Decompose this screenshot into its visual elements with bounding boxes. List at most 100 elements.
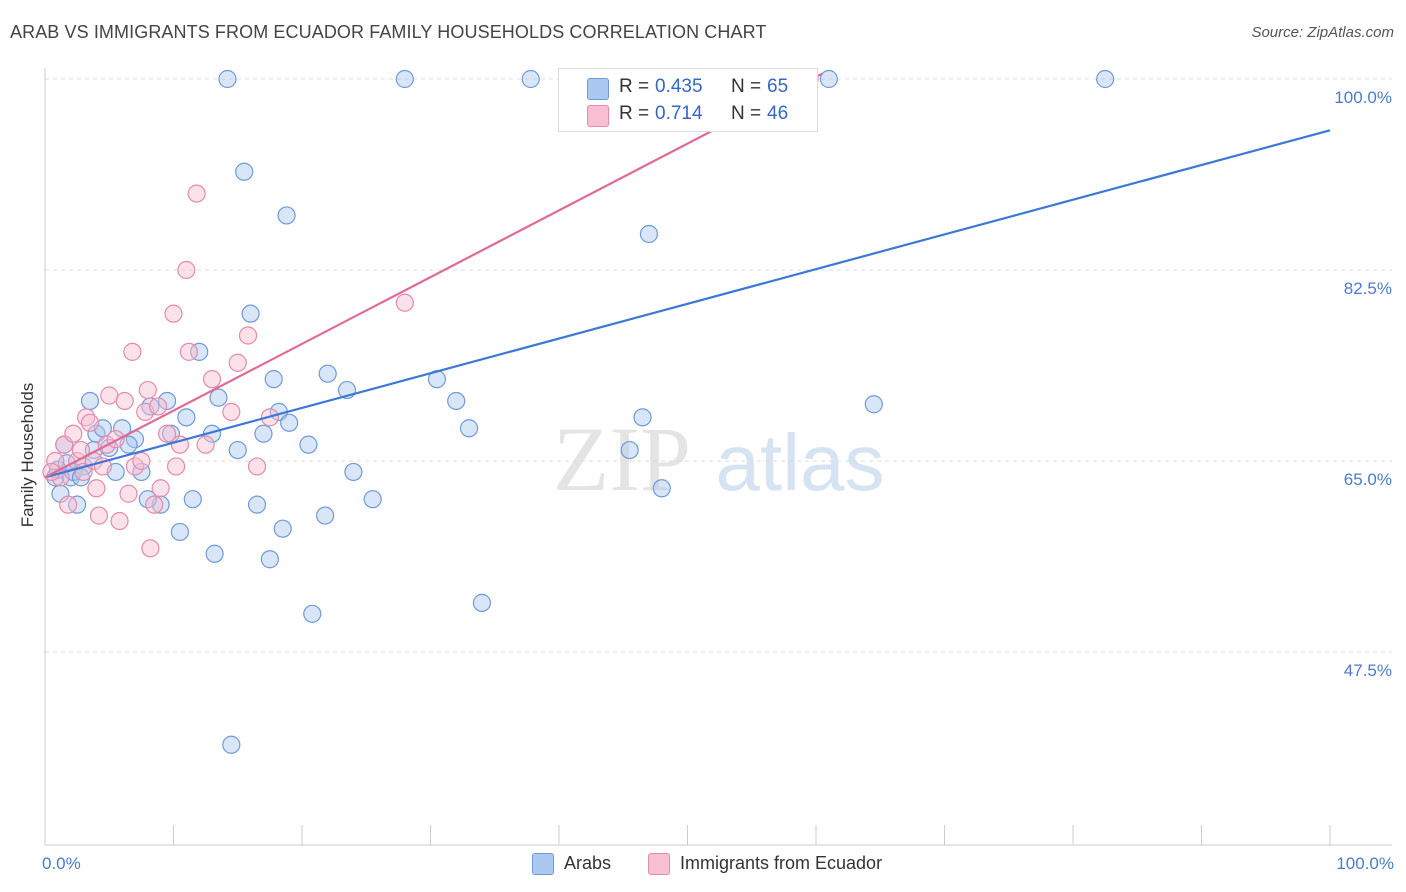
arab-point [521, 69, 540, 89]
arab-point [459, 419, 479, 438]
y-tick-label: 47.5% [1344, 661, 1392, 680]
arab-point [183, 490, 202, 509]
ecuador-point [123, 342, 142, 361]
y-tick-label: 82.5% [1344, 279, 1392, 298]
ecuador-point [164, 304, 183, 323]
arab-point [190, 342, 209, 361]
arab-point [222, 735, 241, 754]
ecuador-point [100, 386, 119, 405]
arab-point [344, 462, 363, 482]
ecuador-point [166, 457, 186, 476]
arab-point [157, 391, 177, 411]
ecuador-point [80, 413, 100, 432]
arab-point [303, 604, 322, 623]
arab-point [254, 424, 273, 443]
y-tick-label: 65.0% [1344, 470, 1392, 489]
ecuador-point [228, 353, 247, 372]
arab-point [1096, 69, 1115, 89]
ecuador-point [119, 484, 138, 503]
ecuador-point [106, 430, 125, 449]
ecuador-point [87, 479, 106, 498]
arab-point [228, 440, 247, 460]
legend-label-ecuador: Immigrants from Ecuador [680, 853, 883, 873]
x-tick-label: 0.0% [42, 854, 81, 873]
arab-point [205, 544, 224, 563]
arab-point [447, 391, 466, 411]
ecuador-point [187, 184, 206, 203]
ecuador-point [395, 293, 414, 312]
arab-point [472, 593, 491, 612]
ecuador-point [157, 424, 177, 443]
legend-item-arabs[interactable]: Arabs [532, 852, 632, 876]
y-tick-label: 100.0% [1334, 88, 1392, 107]
stats-legend: R = 0.435 N = 65 R = 0.714 N = 46 [558, 68, 818, 132]
legend-n-value: 46 [767, 103, 789, 124]
ecuador-point [238, 326, 258, 345]
ecuador-point [222, 402, 241, 421]
ecuador-point [132, 451, 151, 471]
legend-n-label: N = [731, 103, 762, 124]
arab-point [620, 440, 639, 460]
legend-swatch-pink [648, 853, 670, 875]
legend-item-ecuador[interactable]: Immigrants from Ecuador [648, 852, 918, 876]
ecuador-point [59, 495, 78, 514]
series-legend: Arabs Immigrants from Ecuador [0, 852, 1406, 876]
ecuador-point [196, 435, 215, 454]
arab-point [177, 408, 196, 427]
legend-label-arabs: Arabs [564, 853, 612, 873]
arab-point [241, 304, 260, 323]
x-tick-label: 100.0% [1336, 854, 1394, 873]
arab-point [652, 479, 671, 498]
ecuador-point [202, 370, 222, 389]
ecuador-point [177, 260, 196, 280]
legend-swatch-blue [587, 78, 609, 100]
ecuador-point [179, 342, 199, 361]
arab-point [247, 495, 267, 514]
ecuador-point [46, 451, 65, 471]
ecuador-point [64, 424, 83, 443]
legend-r-value: 0.435 [655, 76, 703, 97]
ecuador-point [145, 495, 164, 514]
legend-r-label: R = [619, 76, 650, 97]
arab-point [318, 364, 337, 383]
arab-point [273, 519, 292, 538]
watermark-atlas: atlas [716, 418, 885, 507]
arab-point [80, 391, 100, 411]
arab-point [633, 408, 652, 427]
chart-title: ARAB VS IMMIGRANTS FROM ECUADOR FAMILY H… [10, 22, 767, 42]
arab-point [395, 69, 414, 89]
legend-swatch-pink [587, 105, 609, 127]
arab-point [864, 395, 883, 414]
ecuador-point [115, 391, 134, 411]
arab-point [639, 224, 659, 244]
ecuador-point [148, 397, 168, 416]
legend-swatch-blue [532, 853, 554, 875]
arab-point [170, 522, 190, 542]
arab-point [218, 69, 237, 89]
tick-labels: 47.5% 65.0% 82.5% 100.0% 0.0% 100.0% [42, 88, 1394, 873]
arab-point [260, 550, 279, 569]
legend-n-value: 65 [767, 76, 789, 97]
chart-source: Source: ZipAtlas.com [1251, 24, 1394, 41]
ecuador-point [138, 380, 157, 400]
legend-n-label: N = [731, 76, 762, 97]
ecuador-trend-line [44, 72, 823, 479]
axes [44, 68, 1392, 846]
ecuador-point [89, 506, 109, 525]
ecuador-point [247, 457, 267, 476]
arab-point [209, 388, 228, 407]
arab-point [299, 435, 318, 454]
arab-point [363, 490, 382, 509]
ecuador-point [110, 511, 129, 531]
arab-point [819, 69, 838, 89]
ecuador-point [141, 539, 160, 558]
legend-r-value: 0.714 [655, 103, 703, 124]
legend-row-arabs: R = 0.435 N = 65 [559, 75, 817, 101]
legend-r-label: R = [619, 103, 650, 124]
arab-point [280, 413, 299, 432]
data-points [42, 69, 1115, 754]
arab-point [316, 506, 335, 525]
arab-point [264, 370, 283, 389]
legend-row-ecuador: R = 0.714 N = 46 [559, 102, 817, 128]
